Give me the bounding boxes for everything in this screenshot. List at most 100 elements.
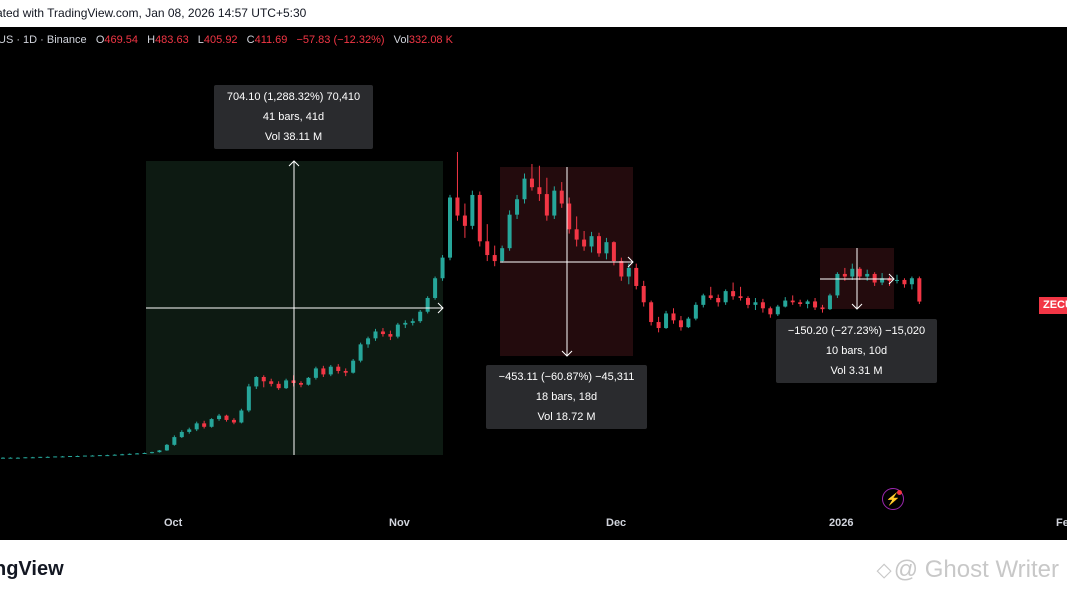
candle-body <box>723 291 728 303</box>
lightning-icon[interactable]: ⚡ <box>882 488 904 510</box>
candle-body <box>500 248 505 262</box>
candle-body <box>693 304 698 319</box>
measure-arrows <box>146 160 895 455</box>
candle-body <box>373 331 378 339</box>
candle-body <box>53 456 58 458</box>
candle-body <box>246 386 251 411</box>
watermark: ⬦@ Ghost Writer <box>876 556 1059 584</box>
x-tick-dec: Dec <box>606 517 627 529</box>
candle-body <box>127 453 132 455</box>
candle-body <box>343 370 348 373</box>
long-measure-tooltip: 704.10 (1,288.32%) 70,410 41 bars, 41d V… <box>214 85 373 149</box>
candle-body <box>656 322 661 329</box>
candle-body <box>23 457 28 459</box>
candle-body <box>254 376 259 387</box>
chart-svg[interactable] <box>0 27 1067 540</box>
measure-3-bars: 10 bars, 10d <box>825 345 888 357</box>
candle-body <box>395 324 400 337</box>
candle-body <box>418 311 423 322</box>
candle-body <box>299 383 303 385</box>
short-measure-2-right-arrowhead <box>888 273 895 285</box>
candle-body <box>574 229 579 240</box>
candle-body <box>515 199 520 215</box>
candle-body <box>537 187 542 195</box>
candle-body <box>150 452 154 454</box>
short-measure-2-tooltip: −150.20 (−27.23%) −15,020 10 bars, 10d V… <box>776 319 937 383</box>
candle-body <box>8 457 13 459</box>
candle-body <box>805 301 810 304</box>
legend-open-label: O <box>95 34 105 46</box>
measure-2-volume: Vol 18.72 M <box>537 411 596 423</box>
candle-body <box>224 415 229 420</box>
candle-body <box>45 456 50 458</box>
candle-body <box>15 457 20 459</box>
candles-group <box>1 152 922 459</box>
watermark-diamond-icon: ⬦ <box>876 557 892 582</box>
candle-body <box>813 301 818 308</box>
candle-body <box>753 302 758 305</box>
legend-close-label: C <box>246 34 255 46</box>
x-tick-nov: Nov <box>389 517 410 529</box>
candle-body <box>470 194 475 226</box>
candle-body <box>760 302 765 309</box>
candle-body <box>589 236 594 247</box>
candle-body <box>895 279 899 281</box>
candle-body <box>448 197 452 258</box>
candle-body <box>626 267 631 277</box>
candle-body <box>835 273 840 296</box>
candle-body <box>865 273 870 277</box>
candle-body <box>358 344 363 361</box>
candle-body <box>567 203 572 230</box>
candle-body <box>902 279 907 285</box>
short-measure-1-arrowhead <box>561 350 573 357</box>
candle-body <box>485 241 490 256</box>
candle-body <box>649 302 654 323</box>
candle-body <box>917 278 922 302</box>
candle-body <box>746 297 750 305</box>
candle-body <box>112 454 117 456</box>
candle-body <box>522 178 527 200</box>
candle-body <box>388 334 393 337</box>
short-measure-1-right-arrowhead <box>627 256 634 268</box>
candle-body <box>768 308 773 315</box>
candle-body <box>619 261 624 277</box>
candle-body <box>179 431 184 438</box>
candle-body <box>328 366 333 375</box>
candle-body <box>664 313 669 329</box>
candle-body <box>678 320 683 328</box>
short-measure-1-tooltip: −453.11 (−60.87%) −45,311 18 bars, 18d V… <box>486 365 647 429</box>
short-measure-2-arrowhead <box>851 303 863 310</box>
candle-body <box>269 381 274 384</box>
candle-body <box>440 257 445 279</box>
candle-body <box>433 278 438 298</box>
candle-body <box>157 450 162 453</box>
candle-body <box>604 242 609 254</box>
candle-body <box>321 368 326 375</box>
candle-body <box>172 437 177 445</box>
long-measure-arrowhead <box>288 160 300 167</box>
chart-pane[interactable]: US · 1D · Binance O469.54 H483.63 L405.9… <box>0 27 1067 540</box>
candle-body <box>351 360 356 373</box>
candle-body <box>231 419 236 423</box>
candle-body <box>731 291 736 297</box>
candle-body <box>380 331 385 335</box>
candle-body <box>217 415 222 420</box>
candle-body <box>887 278 892 281</box>
measure-2-change: −453.11 (−60.87%) −45,311 <box>498 371 635 383</box>
candle-body <box>142 452 147 454</box>
tradingview-logo: ngView <box>0 558 64 580</box>
legend-volume-label: Vol <box>393 34 409 46</box>
candle-body <box>164 444 169 451</box>
legend-low-label: L <box>197 34 204 46</box>
measure-3-change: −150.20 (−27.23%) −15,020 <box>787 325 926 337</box>
candle-body <box>477 194 482 242</box>
candle-body <box>582 239 587 247</box>
candle-body <box>276 383 281 389</box>
candle-body <box>738 296 743 298</box>
footer: ngView ⬦@ Ghost Writer <box>0 540 1067 598</box>
candle-body <box>462 215 467 226</box>
candle-body <box>775 306 780 315</box>
candle-body <box>842 273 847 277</box>
measure-3-volume: Vol 3.31 M <box>830 365 883 377</box>
candle-body <box>827 295 832 310</box>
